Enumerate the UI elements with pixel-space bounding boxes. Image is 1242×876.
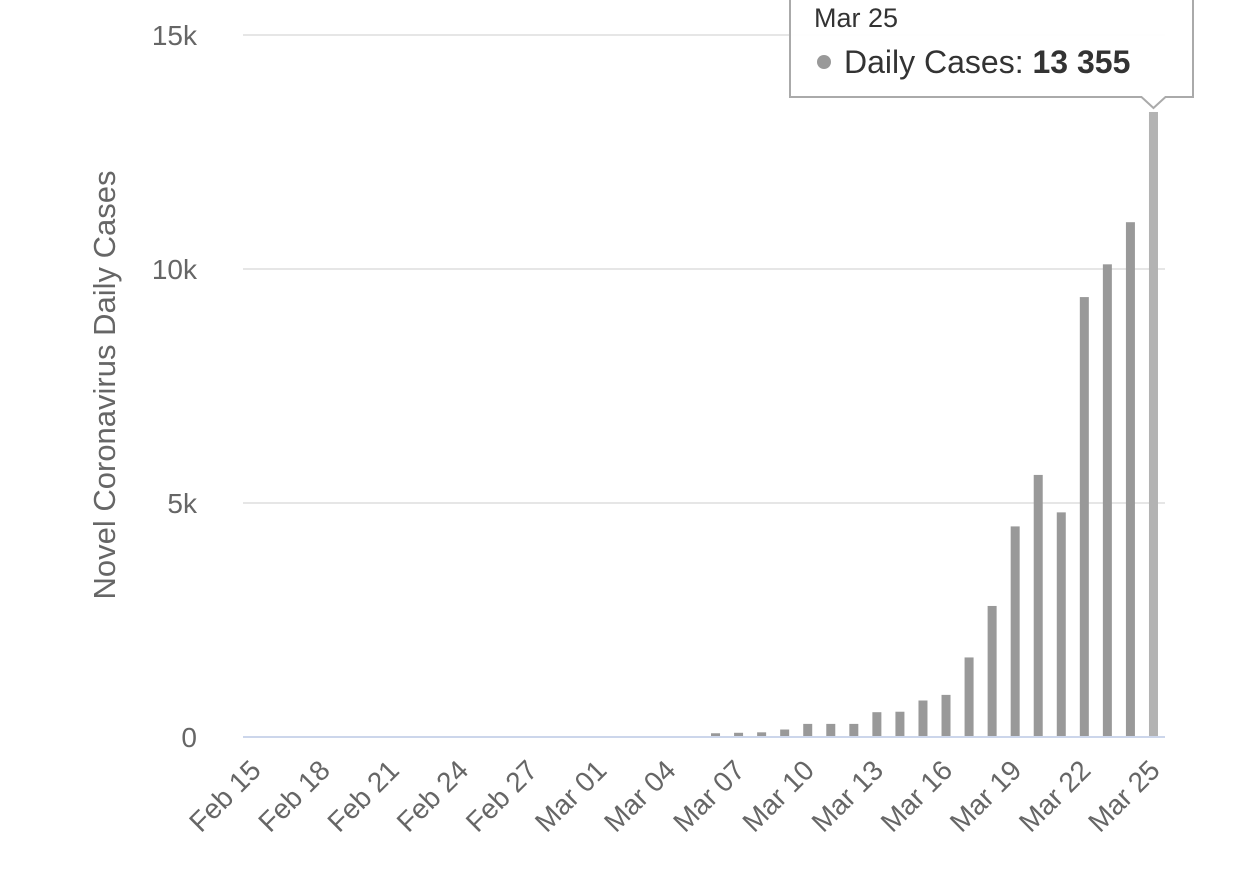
bar <box>780 729 790 737</box>
tooltip: Mar 25 Daily Cases: 13 355 <box>789 0 1194 110</box>
bar <box>987 605 997 737</box>
bar <box>941 694 951 737</box>
tooltip-label: Daily Cases: <box>844 44 1024 80</box>
y-tick-label: 0 <box>181 722 197 753</box>
bar <box>1056 512 1066 737</box>
tooltip-box <box>789 0 1194 110</box>
bar <box>964 657 974 737</box>
bar <box>1125 222 1135 737</box>
x-tick-label: Feb 21 <box>322 754 406 838</box>
tooltip-value: 13 355 <box>1033 44 1131 80</box>
tooltip-date: Mar 25 <box>814 3 898 33</box>
y-tick-label: 15k <box>152 20 198 51</box>
y-axis-title: Novel Coronavirus Daily Cases <box>87 171 122 600</box>
bar <box>826 723 836 737</box>
bar <box>895 711 905 737</box>
bar <box>1033 474 1043 737</box>
x-tick-label: Mar 13 <box>806 754 890 838</box>
x-tick-label: Mar 10 <box>736 754 820 838</box>
x-tick-label: Mar 19 <box>944 754 1028 838</box>
bar <box>849 723 859 737</box>
x-tick-label: Feb 27 <box>460 754 544 838</box>
x-tick-label: Mar 01 <box>529 754 613 838</box>
x-tick-label: Feb 18 <box>252 754 336 838</box>
x-tick-label: Mar 16 <box>875 754 959 838</box>
tooltip-dot <box>817 55 831 69</box>
y-tick-label: 5k <box>167 488 198 519</box>
bar <box>1079 297 1089 737</box>
y-tick-label: 10k <box>152 254 198 285</box>
x-tick-label: Mar 22 <box>1013 754 1097 838</box>
x-tick-label: Mar 25 <box>1082 754 1166 838</box>
bar <box>1102 264 1112 737</box>
bar <box>711 733 721 737</box>
x-tick-label: Mar 07 <box>667 754 751 838</box>
bar <box>872 712 882 737</box>
x-tick-label: Mar 04 <box>598 754 682 838</box>
bar <box>757 732 767 737</box>
bar <box>1010 526 1020 737</box>
bar <box>1148 111 1158 737</box>
bar <box>918 700 928 737</box>
x-tick-label: Feb 15 <box>183 754 267 838</box>
bar <box>803 723 813 737</box>
tooltip-line: Daily Cases: 13 355 <box>844 44 1130 80</box>
x-tick-label: Feb 24 <box>391 754 475 838</box>
bar <box>734 732 744 737</box>
